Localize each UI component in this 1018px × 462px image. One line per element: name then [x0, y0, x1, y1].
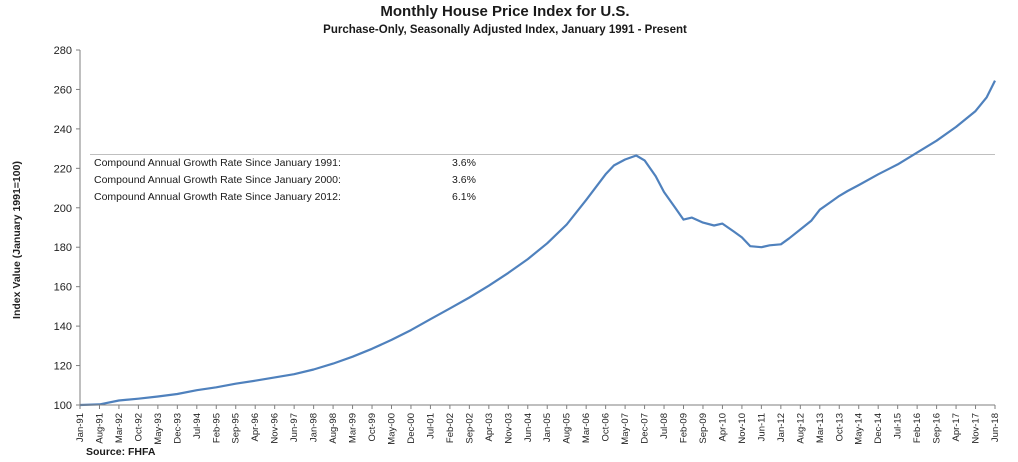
- y-tick-label: 200: [54, 203, 72, 215]
- x-tick-label: Jul-08: [659, 413, 670, 439]
- y-tick-label: 120: [54, 361, 72, 373]
- x-tick-label: Nov-96: [270, 413, 281, 444]
- x-tick-label: Mar-13: [815, 413, 826, 443]
- y-tick-label: 220: [54, 163, 72, 175]
- y-tick-label: 140: [54, 321, 72, 333]
- x-tick-label: Apr-17: [951, 413, 962, 442]
- x-tick-label: May-00: [386, 413, 397, 445]
- y-tick-label: 180: [54, 242, 72, 254]
- x-tick-label: Feb-95: [211, 413, 222, 443]
- x-tick-label: Oct-99: [367, 413, 378, 442]
- annotation-label: Compound Annual Growth Rate Since Januar…: [94, 191, 341, 203]
- y-tick-label: 280: [54, 45, 72, 57]
- x-tick-label: Feb-09: [679, 413, 690, 443]
- x-tick-label: May-14: [854, 413, 865, 445]
- x-tick-label: Sep-16: [932, 413, 943, 444]
- annotation-value: 6.1%: [452, 191, 476, 203]
- x-tick-label: Oct-92: [133, 413, 144, 442]
- x-tick-label: Sep-09: [698, 413, 709, 444]
- x-tick-label: Aug-05: [562, 413, 573, 444]
- x-tick-label: Nov-10: [737, 413, 748, 444]
- annotation-label: Compound Annual Growth Rate Since Januar…: [94, 157, 341, 169]
- growth-rate-annotations: Compound Annual Growth Rate Since Januar…: [94, 157, 476, 203]
- x-tick-label: Sep-02: [464, 413, 475, 444]
- x-tick-label: Dec-00: [406, 413, 417, 444]
- x-tick-label: May-07: [620, 413, 631, 445]
- annotation-value: 3.6%: [452, 174, 476, 186]
- x-tick-label: Sep-95: [231, 413, 242, 444]
- x-tick-label: Jul-94: [192, 413, 203, 439]
- x-tick-label: Aug-12: [795, 413, 806, 444]
- y-tick-label: 240: [54, 124, 72, 136]
- x-tick-label: Mar-06: [581, 413, 592, 443]
- x-tick-label: Jun-18: [990, 413, 1001, 442]
- series-line: [79, 80, 996, 407]
- x-tick-label: Jun-11: [756, 413, 767, 441]
- y-axis-label: Index Value (January 1991=100): [11, 161, 23, 319]
- annotation-label: Compound Annual Growth Rate Since Januar…: [94, 174, 341, 186]
- y-tick-label: 100: [54, 400, 72, 412]
- x-tick-label: Feb-02: [445, 413, 456, 443]
- x-tick-label: Aug-91: [94, 413, 105, 444]
- x-tick-label: Dec-07: [640, 413, 651, 444]
- x-tick-label: Apr-03: [484, 413, 495, 442]
- x-tick-label: Jan-12: [776, 413, 787, 442]
- chart-subtitle: Purchase-Only, Seasonally Adjusted Index…: [323, 24, 687, 36]
- x-axis: Jan-91 Aug-91 Mar-92 Oct-92 May-93 Dec-93 Jul-…: [75, 405, 1001, 445]
- y-tick-label: 160: [54, 282, 72, 294]
- x-tick-label: Jan-91: [75, 413, 86, 442]
- x-tick-label: Dec-93: [172, 413, 183, 444]
- x-tick-label: Apr-10: [717, 413, 728, 442]
- x-tick-label: Dec-14: [873, 413, 884, 444]
- x-tick-label: Oct-13: [834, 413, 845, 442]
- x-tick-label: Mar-99: [348, 413, 359, 443]
- x-tick-label: Jan-05: [542, 413, 553, 442]
- x-tick-label: Nov-17: [971, 413, 982, 444]
- x-tick-label: Aug-98: [328, 413, 339, 444]
- x-tick-label: Jun-97: [289, 413, 300, 442]
- x-tick-label: May-93: [153, 413, 164, 445]
- y-tick-label: 260: [54, 84, 72, 96]
- chart-title: Monthly House Price Index for U.S.: [380, 3, 629, 20]
- x-tick-label: Mar-92: [114, 413, 125, 443]
- x-tick-label: Feb-16: [912, 413, 923, 443]
- x-tick-label: Oct-06: [601, 413, 612, 442]
- x-tick-label: Jul-15: [893, 413, 904, 439]
- annotation-value: 3.6%: [452, 157, 476, 169]
- source-note: Source: FHFA: [86, 446, 156, 458]
- x-tick-label: Jul-01: [425, 413, 436, 439]
- x-tick-label: Apr-96: [250, 413, 261, 442]
- x-tick-label: Nov-03: [503, 413, 514, 444]
- x-tick-label: Jun-04: [523, 413, 534, 442]
- y-axis: 100 120 140 160 180 200 220 240 260 280: [54, 45, 80, 412]
- x-tick-label: Jan-98: [309, 413, 320, 442]
